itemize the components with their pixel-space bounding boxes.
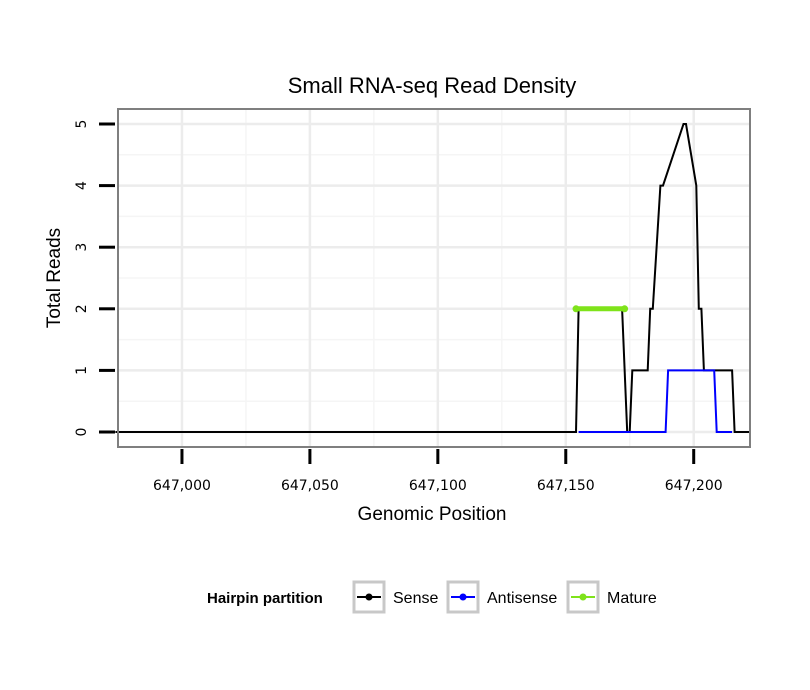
series-mature-point — [621, 305, 629, 313]
y-axis-ticks: 0 1 2 3 4 5 — [74, 120, 115, 437]
chart-title: Small RNA-seq Read Density — [288, 73, 577, 98]
x-tick-label: 647,100 — [409, 478, 467, 494]
legend-key-dot-mature — [579, 593, 587, 601]
x-axis-ticks: 647,000 647,050 647,100 647,150 647,200 — [153, 449, 723, 494]
legend: Hairpin partition Sense Antisense Mature — [207, 580, 657, 614]
y-tick-label: 1 — [74, 366, 90, 375]
legend-title: Hairpin partition — [207, 590, 323, 607]
y-tick-label: 4 — [74, 181, 90, 190]
x-axis-title: Genomic Position — [358, 504, 507, 525]
y-tick-label: 3 — [74, 243, 90, 252]
series-antisense-line — [578, 369, 733, 433]
major-grid — [118, 109, 750, 447]
legend-key-dot-sense — [365, 593, 373, 601]
legend-item-mature: Mature — [566, 580, 657, 614]
legend-item-antisense: Antisense — [446, 580, 557, 614]
legend-key-dot-antisense — [459, 593, 467, 601]
series-mature-point — [572, 305, 580, 313]
y-tick-label: 0 — [74, 428, 90, 437]
legend-label-sense: Sense — [393, 590, 438, 607]
y-tick-label: 2 — [74, 304, 90, 313]
y-axis-title: Total Reads — [44, 228, 65, 328]
legend-item-sense: Sense — [352, 580, 438, 614]
legend-label-antisense: Antisense — [487, 590, 557, 607]
plot-panel-border — [117, 108, 751, 448]
x-tick-label: 647,000 — [153, 478, 211, 494]
minor-grid — [117, 109, 750, 447]
y-tick-label: 5 — [74, 120, 90, 129]
series-layer — [115, 123, 750, 433]
x-tick-label: 647,050 — [281, 478, 339, 494]
x-tick-label: 647,200 — [665, 478, 723, 494]
legend-label-mature: Mature — [607, 590, 657, 607]
x-tick-label: 647,150 — [537, 478, 595, 494]
